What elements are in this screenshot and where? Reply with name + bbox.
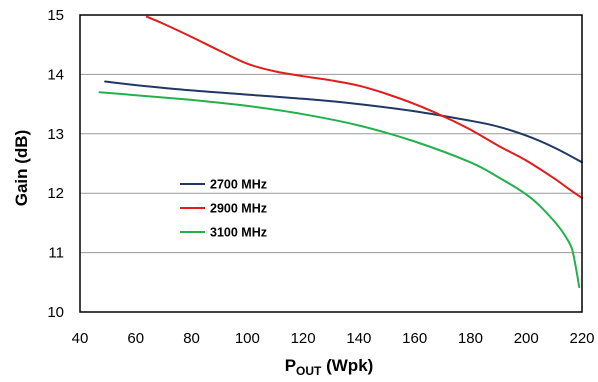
legend-label-2: 2900 MHz <box>210 202 267 216</box>
y-tick-label-12: 12 <box>47 185 64 202</box>
x-tick-label-40: 40 <box>72 330 89 347</box>
gridlines <box>80 73 582 254</box>
x-tick-label-60: 60 <box>127 330 144 347</box>
y-tick-label-11: 11 <box>48 245 64 262</box>
x-tick-label-140: 140 <box>346 330 371 347</box>
x-tick-label-220: 220 <box>569 330 594 347</box>
x-tick-label-180: 180 <box>458 330 483 347</box>
legend-label-1: 2700 MHz <box>210 178 267 192</box>
x-tick-labels: 40 60 80 100 120 140 160 180 200 220 <box>72 330 595 347</box>
series-line-2 <box>145 15 583 199</box>
x-tick-label-80: 80 <box>183 330 200 347</box>
y-tick-label-13: 13 <box>47 126 64 143</box>
y-axis-title: Gain (dB) <box>12 130 31 207</box>
legend: 2700 MHz 2900 MHz 3100 MHz <box>180 178 267 240</box>
series-lines <box>98 15 583 289</box>
legend-label-3: 3100 MHz <box>210 226 267 240</box>
plot-area-border <box>79 14 583 313</box>
y-tick-labels: 10 11 12 13 14 15 <box>47 7 64 321</box>
x-tick-label-100: 100 <box>235 330 260 347</box>
x-axis-title: POUT (Wpk) <box>285 356 374 378</box>
y-tick-label-14: 14 <box>47 66 64 83</box>
x-tick-label-160: 160 <box>402 330 427 347</box>
series-line-1 <box>104 80 583 164</box>
x-tick-label-120: 120 <box>291 330 316 347</box>
series-line-3 <box>98 91 581 289</box>
y-tick-label-15: 15 <box>47 7 64 24</box>
y-tick-label-10: 10 <box>47 304 64 321</box>
x-tick-label-200: 200 <box>514 330 539 347</box>
